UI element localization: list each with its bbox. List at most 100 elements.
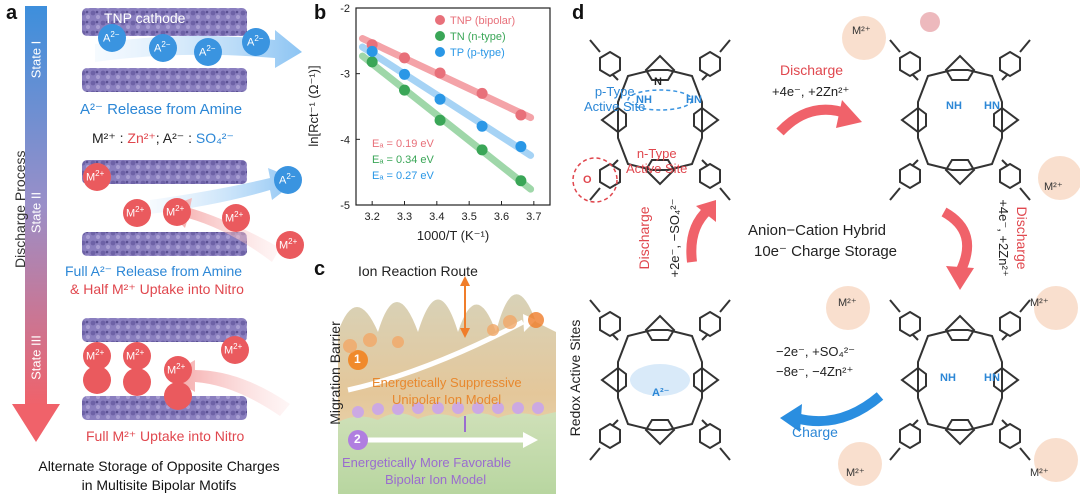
data-point — [366, 45, 378, 57]
anion-ion-2 — [149, 34, 177, 62]
p-type-line2: Active Site — [584, 99, 646, 114]
data-point — [399, 84, 410, 96]
x-tick-label: 3.6 — [494, 211, 509, 223]
panel-a-letter: a — [6, 2, 18, 24]
favorable-landscape — [338, 412, 556, 494]
atom-m-step2-bl: M²⁺ — [846, 467, 865, 479]
fit-line — [358, 52, 535, 193]
ion-route-title: Ion Reaction Route — [358, 263, 478, 279]
state1-caption: A²⁻ Release from Amine — [80, 101, 243, 118]
center-line1: Anion−Cation Hybrid — [748, 222, 886, 239]
cathode-slab-4 — [82, 232, 247, 256]
cation-symbol: M — [126, 207, 136, 220]
anion-symbol: A — [154, 42, 162, 55]
discharge-axis-bar — [25, 6, 47, 406]
legend-marker — [435, 47, 445, 57]
legend-label: TP (p-type) — [450, 47, 505, 59]
step3-electrons: +2e⁻, −SO₄²⁻ — [667, 198, 682, 278]
ea-tp: Eₐ = 0.27 eV — [372, 170, 435, 182]
atom-m-step1-top: M²⁺ — [852, 25, 871, 37]
charge-line2: −8e⁻, −4Zn²⁺ — [776, 364, 854, 379]
y-tick-label: -2 — [340, 3, 350, 15]
discharge-arrow-2 — [941, 207, 973, 275]
data-point — [434, 114, 446, 126]
discharge-axis-arrowhead — [12, 404, 60, 442]
p-type-site-ring — [627, 89, 693, 111]
legend-marker — [435, 31, 445, 41]
data-point — [515, 175, 527, 187]
cation-symbol: M — [166, 206, 176, 219]
cation-ion-1 — [83, 163, 111, 191]
charge-label: Charge — [792, 424, 838, 440]
cation-symbol: M — [279, 239, 289, 252]
data-points — [366, 39, 527, 187]
cation-ion-12 — [221, 336, 249, 364]
cathode-slab-2 — [82, 68, 247, 92]
zn-halos — [826, 16, 1080, 486]
panel-d-letter: d — [572, 2, 585, 24]
data-point — [399, 52, 410, 64]
x-axis-label: 1000/T (K⁻¹) — [417, 228, 489, 243]
atom-m-step2-tr: M²⁺ — [1030, 297, 1049, 309]
legend-a-label: ; A²⁻ : — [155, 130, 196, 146]
orange-ion-row — [343, 312, 544, 353]
purple-ion-row — [352, 402, 544, 418]
charge-line1: −2e⁻, +SO₄²⁻ — [776, 344, 856, 359]
atom-hn-right: HN — [686, 94, 702, 106]
model1-line2: Unipolar Ion Model — [392, 392, 502, 407]
state2-caption-line2: & Half M²⁺ Uptake into Nitro — [70, 281, 244, 297]
data-point — [476, 120, 488, 132]
p-type-line1: p-Type — [594, 84, 635, 99]
bottom-caption-line1: Alternate Storage of Opposite Charges — [38, 458, 280, 474]
anion-charge: 2− — [286, 172, 296, 181]
charge-arrow — [794, 392, 884, 427]
ea-tn: Eₐ = 0.34 eV — [372, 154, 435, 166]
data-point — [515, 109, 527, 121]
step1-electrons: +4e⁻, +2Zn²⁺ — [772, 84, 850, 99]
atom-nh-step1: NH — [946, 100, 962, 112]
cation-charge: 2+ — [175, 204, 185, 213]
cation-symbol: M — [86, 350, 96, 363]
ion-layer — [83, 24, 304, 410]
legend-marker — [435, 15, 445, 25]
atom-hn-step1: HN — [984, 100, 1000, 112]
cation-charge: 2+ — [95, 169, 105, 178]
data-point — [434, 93, 446, 105]
route1-number-badge — [348, 350, 368, 370]
anion-symbol: A — [247, 36, 255, 49]
x-tick-label: 3.2 — [365, 211, 380, 223]
cation-ion-6 — [83, 342, 111, 370]
state2-red-arrow — [165, 198, 280, 262]
porphyrin-cycle — [572, 12, 1080, 486]
atom-o-nitro: O — [583, 174, 592, 186]
cation-charge: 2+ — [176, 362, 186, 371]
nitro-highlights — [920, 12, 940, 32]
data-point — [476, 144, 488, 156]
discharge-arrow-3 — [686, 206, 712, 263]
cation-ion-4 — [222, 204, 250, 232]
anion-charge: 2− — [254, 34, 264, 43]
model2-line2: Bipolar Ion Model — [385, 472, 487, 487]
center-line2: 10e⁻ Charge Storage — [754, 243, 898, 260]
data-point — [399, 68, 410, 80]
cation-charge: 2+ — [95, 348, 105, 357]
anion-symbol: A — [279, 174, 287, 187]
anion-ion-3 — [194, 38, 222, 66]
legend-m-label: M²⁺ : — [92, 130, 128, 146]
anion-ion-4 — [242, 28, 270, 56]
cation-charge: 2+ — [135, 348, 145, 357]
cation-symbol: M — [224, 344, 234, 357]
cation-charge: 2+ — [234, 210, 244, 219]
cation-charge: 2+ — [288, 237, 298, 246]
ion-route-graphic — [338, 276, 556, 494]
x-tick-label: 3.3 — [397, 211, 412, 223]
discharge-label-3: Discharge — [636, 206, 652, 270]
fit-line — [358, 43, 535, 159]
cation-charge: 2+ — [135, 205, 145, 214]
y-axis-label: ln[Rct⁻¹ (Ω⁻¹)] — [306, 65, 321, 146]
data-point — [434, 67, 446, 79]
cation-symbol: M — [225, 212, 235, 225]
cation-ion-2 — [123, 199, 151, 227]
route1-number: 1 — [354, 352, 361, 366]
route-arrow-1 — [347, 319, 525, 393]
